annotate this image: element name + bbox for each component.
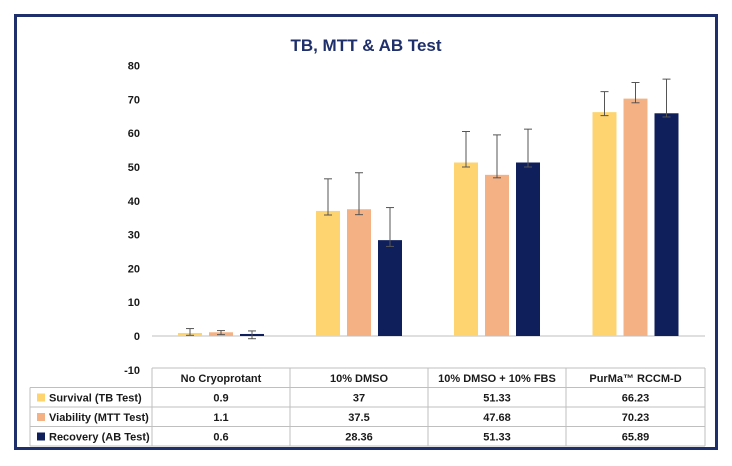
y-tick-label: 60 <box>128 128 140 140</box>
bar <box>316 210 340 336</box>
y-tick-label: 50 <box>128 162 140 174</box>
bar <box>378 240 402 336</box>
y-tick-label: 10 <box>128 297 140 309</box>
data-label: 28.36 <box>345 432 373 444</box>
data-label: 51.33 <box>483 432 511 444</box>
data-label: 0.6 <box>213 432 228 444</box>
legend-label: Viability (MTT Test) <box>49 412 149 424</box>
data-label: 70.23 <box>622 412 650 424</box>
data-label: 37.5 <box>348 412 369 424</box>
data-label: 65.89 <box>622 432 650 444</box>
legend-label: Survival (TB Test) <box>49 393 142 405</box>
data-label: 66.23 <box>622 393 650 405</box>
data-label: 0.9 <box>213 393 228 405</box>
data-label: 37 <box>353 393 365 405</box>
legend-swatch <box>37 413 45 421</box>
y-tick-label: -10 <box>124 365 140 377</box>
bar <box>454 162 478 336</box>
data-label: 51.33 <box>483 393 511 405</box>
chart-title: TB, MTT & AB Test <box>290 36 442 55</box>
y-tick-label: 40 <box>128 196 140 208</box>
legend-swatch <box>37 432 45 441</box>
bar <box>516 162 540 336</box>
category-label: PurMa™ RCCM-D <box>589 373 681 385</box>
bar <box>592 112 617 336</box>
data-label: 1.1 <box>213 412 228 424</box>
category-label: 10% DMSO + 10% FBS <box>438 373 556 385</box>
y-tick-label: 80 <box>128 61 140 73</box>
category-label: 10% DMSO <box>330 373 389 385</box>
bar <box>623 98 648 337</box>
bar <box>485 174 509 336</box>
category-label: No Cryoprotant <box>181 373 262 385</box>
data-label: 47.68 <box>483 412 511 424</box>
y-tick-label: 70 <box>128 94 140 106</box>
y-tick-label: 0 <box>134 331 140 343</box>
legend-swatch <box>37 393 45 402</box>
bar <box>654 113 679 336</box>
y-tick-label: 30 <box>128 230 140 242</box>
y-tick-label: 20 <box>128 263 140 275</box>
legend-label: Recovery (AB Test) <box>49 432 150 444</box>
bar <box>347 209 371 336</box>
